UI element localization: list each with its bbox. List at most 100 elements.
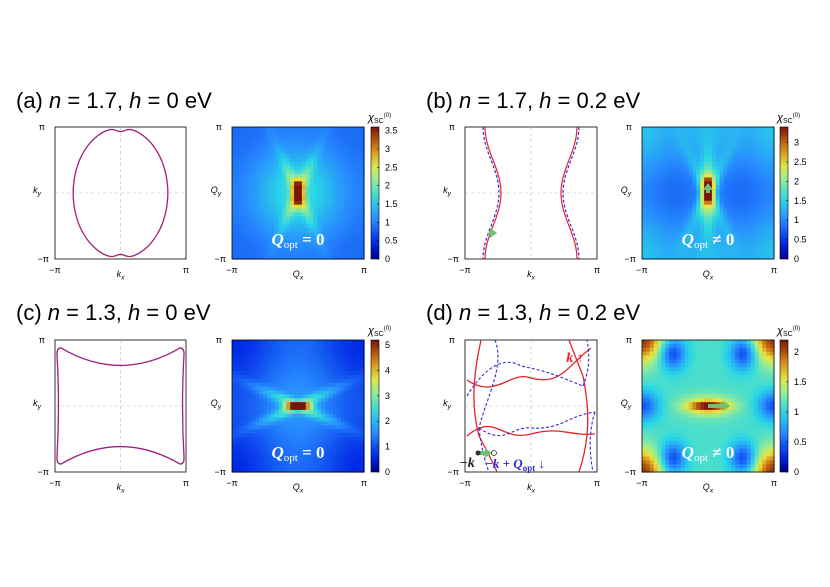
- heatmap-cell: [723, 425, 729, 430]
- heatmap-cell: [247, 247, 253, 252]
- heatmap-cell: [762, 433, 767, 438]
- heatmap-cell: [274, 146, 280, 151]
- heatmap-cell: [696, 239, 701, 245]
- heatmap-cell: [243, 452, 249, 458]
- heatmap-cell: [766, 355, 771, 361]
- heatmap-cell: [704, 142, 709, 148]
- heatmap-cell: [673, 142, 678, 148]
- heatmap-cell: [669, 367, 674, 372]
- heatmap-cell: [766, 227, 771, 233]
- heatmap-cell: [278, 154, 284, 159]
- heatmap-cell: [731, 406, 736, 411]
- heatmap-cell: [247, 340, 253, 345]
- heatmap-cell: [348, 154, 353, 159]
- heatmap-cell: [329, 398, 334, 403]
- heatmap-cell: [309, 394, 315, 399]
- heatmap-cell: [274, 150, 280, 155]
- heatmap-cell: [673, 200, 678, 206]
- heatmap-cell: [742, 448, 748, 454]
- heatmap-cell: [263, 340, 268, 345]
- heatmap-cell: [282, 448, 287, 454]
- heatmap-cell: [696, 200, 701, 206]
- heatmap-cell: [766, 440, 771, 446]
- heatmap-cell: [321, 193, 326, 198]
- heatmap-cell: [301, 452, 307, 458]
- heatmap-cell: [688, 220, 694, 225]
- heatmap-cell: [325, 177, 330, 182]
- heatmap-cell: [735, 355, 740, 361]
- heatmap-cell: [704, 444, 709, 450]
- heatmap-cell: [766, 437, 771, 442]
- heatmap-cell: [290, 351, 295, 357]
- heatmap-cell: [321, 363, 326, 368]
- heatmap-cell: [727, 351, 732, 357]
- heatmap-cell: [692, 134, 697, 140]
- heatmap-cell: [661, 406, 666, 411]
- heatmap-cell: [766, 444, 771, 450]
- heatmap-cell: [754, 251, 760, 256]
- heatmap-cell: [251, 456, 256, 461]
- heatmap-cell: [731, 378, 736, 384]
- heatmap-cell: [727, 425, 732, 430]
- heatmap-cell: [692, 394, 697, 399]
- heatmap-cell: [243, 371, 249, 376]
- heatmap-cell: [688, 169, 694, 175]
- heatmap-cell: [235, 235, 241, 241]
- heatmap-cell: [692, 150, 697, 155]
- heatmap-cell: [657, 196, 663, 202]
- heatmap-cell: [259, 227, 264, 233]
- heatmap-cell: [657, 347, 663, 353]
- heatmap-cell: [332, 371, 338, 376]
- heatmap-cell: [305, 444, 311, 450]
- heatmap-cell: [266, 437, 272, 442]
- heatmap-cell: [673, 220, 678, 225]
- heatmap-cell: [692, 146, 697, 151]
- heatmap-cell: [653, 363, 659, 368]
- heatmap-cell: [665, 142, 670, 148]
- heatmap-cell: [762, 355, 767, 361]
- heatmap-cell: [243, 196, 249, 202]
- heatmap-cell: [294, 460, 299, 465]
- heatmap-cell: [642, 355, 647, 361]
- heatmap-cell: [313, 359, 319, 364]
- heatmap-cell: [294, 398, 299, 403]
- tick-label: π: [39, 122, 45, 132]
- heatmap-cell: [360, 169, 365, 175]
- heatmap-cell: [274, 235, 280, 241]
- heatmap-cell: [673, 208, 678, 214]
- heatmap-cell: [301, 196, 307, 202]
- heatmap-cell: [766, 425, 771, 430]
- heatmap-cell: [321, 224, 326, 229]
- heatmap-cell: [653, 367, 659, 372]
- heatmap-cell: [731, 382, 736, 388]
- heatmap-cell: [711, 161, 717, 167]
- heatmap-cell: [239, 382, 245, 388]
- heatmap-cell: [232, 231, 237, 237]
- heatmap-cell: [762, 421, 767, 427]
- heatmap-cell: [278, 169, 284, 175]
- heatmap-cell: [731, 177, 736, 182]
- heatmap-cell: [321, 464, 326, 469]
- heatmap-cell: [742, 150, 748, 155]
- heatmap-cell: [684, 429, 690, 434]
- heatmap-cell: [723, 216, 729, 221]
- heatmap-cell: [270, 154, 276, 159]
- heatmap-cell: [661, 212, 666, 217]
- heatmap-cell: [313, 251, 319, 256]
- tick-label: π: [361, 478, 367, 488]
- colorbar-tick-label: 4: [385, 365, 390, 375]
- heatmap-cell: [278, 456, 284, 461]
- heatmap-cell: [754, 134, 760, 140]
- heatmap-cell: [336, 347, 342, 353]
- heatmap-cell: [719, 146, 725, 151]
- heatmap-cell: [711, 351, 717, 357]
- heatmap-cell: [232, 394, 237, 399]
- heatmap-cell: [278, 231, 284, 237]
- heatmap-cell: [247, 142, 253, 148]
- heatmap-cell: [286, 417, 291, 423]
- heatmap-cell: [255, 193, 260, 198]
- heatmap-cell: [661, 351, 666, 357]
- heatmap-cell: [746, 456, 752, 461]
- heatmap-cell: [317, 127, 322, 132]
- heatmap-cell: [298, 189, 303, 194]
